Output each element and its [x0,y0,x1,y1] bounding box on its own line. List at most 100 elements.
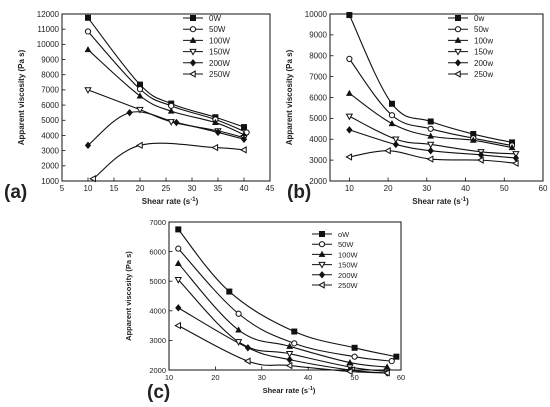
data-point [173,118,180,127]
x-axis-unit: (s [183,197,191,206]
legend-marker [318,230,325,237]
legend-label: 50W [338,240,354,249]
data-point [285,351,294,358]
y-tick-label: 3000 [149,336,166,345]
plot-frame [329,13,544,182]
data-point [388,100,395,107]
data-point [136,92,144,99]
y-tick-label: 3000 [309,156,327,165]
data-point [135,141,143,150]
data-point [427,147,434,155]
x-axis-unit-sup: -1 [308,386,313,392]
x-tick-label: 40 [461,184,470,193]
data-point [291,328,298,335]
x-tick-label: 10 [84,184,93,193]
x-axis-label-text: Shear rate [263,386,302,395]
data-point [345,89,353,96]
data-point [388,112,396,119]
data-point [167,107,175,114]
x-tick-label: 25 [162,184,171,193]
data-point [427,125,434,132]
series-curve [87,89,245,139]
x-tick-label: 20 [384,184,393,193]
legend-label: 0W [209,14,221,23]
series-curve [177,248,392,362]
chart-panel-1: 5 10 15 20 25 30 35 40 45 1000 2000 3000 4000 5000 600… [4,10,275,206]
y-tick-label: 7000 [41,86,59,95]
data-point [351,344,358,351]
data-point [351,353,358,360]
x-axis-unit: (s [454,197,462,206]
data-point [393,353,400,360]
y-tick-label: 3000 [41,146,59,155]
data-point [226,288,233,295]
data-point [392,140,399,149]
chart-panel-2: 10 20 30 40 50 60 2000 3000 4000 5000 6000 7000 8000… [285,10,548,206]
chart-panel-3: 10 20 30 40 50 60 2000 3000 4000 5000 6000 7000 Shea… [124,218,405,403]
x-axis-label-text: Shear rate [412,197,453,206]
legend-label: 50w [474,25,489,34]
data-point [511,159,519,167]
data-point [240,135,248,143]
data-point [214,128,222,137]
legend-marker [454,48,462,56]
y-axis-label: Apparent viscosity (Pa s) [17,49,26,145]
legend-marker [189,26,197,33]
data-point [84,46,92,53]
x-tick-label: 30 [188,184,197,193]
data-point [85,14,92,21]
x-tick-label: 10 [165,373,173,382]
legend-marker [454,14,461,21]
legend-label: 100W [209,36,230,45]
y-tick-label: 4000 [309,135,327,144]
data-point [345,367,353,376]
legend-marker [317,281,325,289]
y-tick-label: 11000 [37,25,59,34]
data-point [392,136,400,144]
data-point [175,304,182,312]
legend-marker [189,14,196,21]
y-tick-label: 2000 [309,177,327,186]
data-point [285,361,293,370]
data-point [388,119,396,127]
data-point [175,226,182,233]
x-tick-label: 60 [397,373,405,382]
legend-label: 200w [474,59,493,68]
y-tick-label: 12000 [37,10,60,19]
y-tick-label: 1000 [41,177,59,186]
data-point [212,118,219,126]
y-tick-label: 8000 [41,71,59,80]
data-point [345,113,354,121]
panel-label: (a) [4,182,27,203]
data-point [512,151,520,158]
legend-marker [453,70,461,78]
legend-label: 50W [209,25,226,34]
x-tick-label: 50 [500,184,509,193]
x-tick-label: 15 [110,184,119,193]
legend-marker [189,59,197,67]
data-point [235,326,242,333]
y-tick-label: 5000 [41,116,59,125]
x-tick-label: 20 [211,373,219,382]
legend-label: 250W [209,70,230,79]
data-point [346,12,353,19]
legend-marker [318,261,326,269]
data-point [427,132,435,139]
data-point [286,342,294,349]
x-tick-label: 35 [214,184,223,193]
data-point [345,153,353,161]
x-axis-label: Shear rate (s-1) [263,386,316,395]
legend-marker [189,48,197,56]
legend-label: 250W [338,281,359,290]
data-point [84,141,92,150]
y-tick-label: 10000 [37,40,60,49]
x-axis-label-text: Shear rate [142,197,183,206]
data-point [175,245,182,252]
series-curve [92,142,245,180]
x-tick-label: 60 [539,184,548,193]
plot-frame [168,221,402,371]
data-point [346,126,353,134]
x-tick-label: 40 [240,184,249,193]
x-tick-label: 5 [60,184,65,193]
data-point [167,119,175,126]
